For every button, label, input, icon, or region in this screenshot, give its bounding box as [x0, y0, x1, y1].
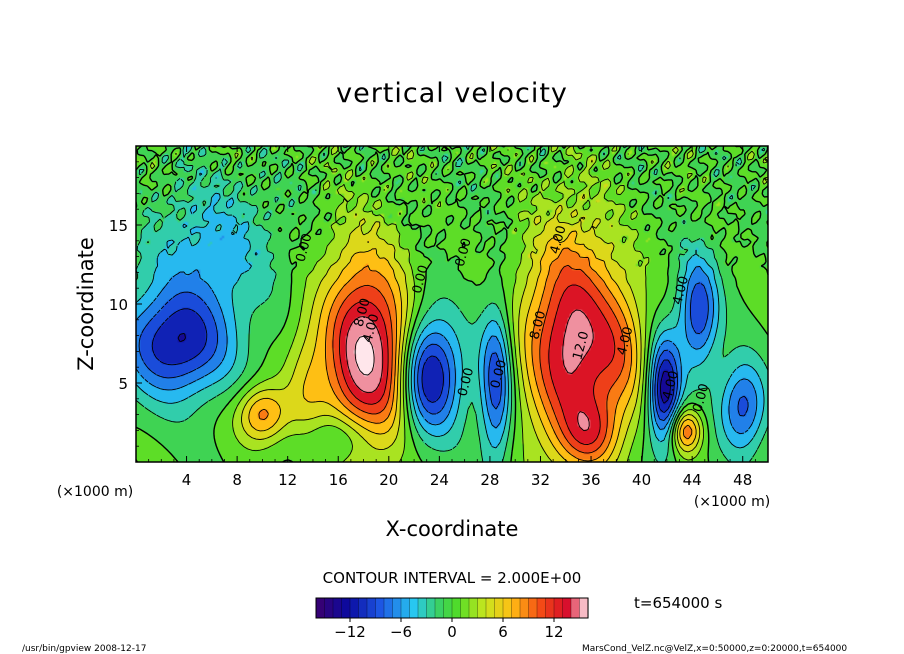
colorbar-tick-label: 0: [447, 623, 457, 641]
contour-line: [338, 284, 616, 445]
contour-line: [177, 333, 671, 404]
time-text: t=654000 s: [634, 594, 722, 612]
colorbar-cell: [494, 597, 504, 619]
x-tick-label: 28: [480, 471, 499, 489]
contour-label: 0.00: [488, 358, 510, 390]
x-unit-left: (×1000 m): [57, 484, 133, 500]
contour-label: 4.00: [660, 369, 682, 401]
footer-right: MarsCond_VelZ.nc@VelZ,x=0:50000,z=0:2000…: [582, 644, 847, 654]
chart-title: vertical velocity: [336, 78, 568, 109]
contour-label: 0.00: [294, 232, 316, 264]
contour-label: 0.00: [690, 382, 712, 414]
x-tick-label: 24: [430, 471, 449, 489]
x-tick-label: 40: [632, 471, 651, 489]
colorbar-cell: [502, 597, 513, 619]
colorbar-cell: [366, 597, 377, 619]
contour-line: [332, 264, 626, 454]
colorbar-cell: [451, 597, 462, 619]
colorbar-cell: [511, 597, 521, 619]
colorbar-cell: [579, 597, 589, 619]
y-axis-label: Z-coordinate: [74, 237, 98, 371]
colorbar-tick-label: 12: [544, 623, 563, 641]
colorbar-cell: [562, 597, 572, 619]
x-axis: 4 8 12 16 20 24 28 32 36 40 44 48: [148, 146, 756, 489]
colorbar-cell: [545, 597, 555, 619]
x-tick-label: 20: [379, 471, 398, 489]
contour-label: 4.00: [670, 275, 692, 307]
y-tick-label: 5: [118, 375, 128, 393]
contour-label: 0.00: [453, 237, 475, 269]
colorbar-cell: [417, 597, 428, 619]
y-axis: 5 10 15: [109, 161, 142, 447]
x-tick-label: 36: [581, 471, 600, 489]
colorbar-cell: [349, 597, 360, 619]
x-tick-label: 12: [278, 471, 297, 489]
colorbar-cell: [375, 597, 385, 619]
x-tick-label: 48: [733, 471, 752, 489]
colorbar-tick-label: −6: [390, 623, 412, 641]
contour-label: 4.00: [361, 312, 383, 344]
colorbar-cell: [443, 597, 453, 619]
colorbar-cell: [341, 597, 351, 619]
x-unit-right: (×1000 m): [694, 494, 770, 510]
contour-label: 0.00: [455, 366, 477, 398]
colorbar-cell: [485, 597, 496, 619]
colorbar-cell: [434, 597, 445, 619]
colorbar-cell: [426, 597, 436, 619]
colorbar-cell: [324, 597, 334, 619]
contour-labels: 0.000.000.004.008.000.00 0.004.008.0012.0…: [294, 224, 713, 414]
colorbar-cell: [409, 597, 419, 619]
contour-line: [135, 266, 758, 435]
colorbar-cell: [528, 597, 538, 619]
colorbar-cell: [400, 597, 411, 619]
x-tick-label: 8: [232, 471, 242, 489]
contour-line: [345, 309, 594, 432]
colorbar-cell: [536, 597, 547, 619]
contour-line: [135, 145, 769, 463]
colorbar-tick-label: −12: [334, 623, 366, 641]
contour-label: 8.00: [352, 297, 374, 329]
colorbar-cell: [468, 597, 479, 619]
contour-label: 4.00: [548, 224, 570, 256]
footer-left: /usr/bin/gpview 2008-12-17: [22, 644, 146, 654]
contour-line: [248, 230, 697, 463]
contour-label: 12.0: [570, 330, 592, 362]
contour-line: [135, 172, 765, 449]
colorbar-cell: [358, 597, 368, 619]
y-tick-label: 10: [109, 296, 128, 314]
colorbar-cell: [460, 597, 470, 619]
contour-line: [241, 159, 701, 463]
colorbar-cell: [392, 597, 402, 619]
colorbar-cell: [315, 597, 326, 619]
colorbar-cell: [477, 597, 487, 619]
contour-line: [354, 335, 375, 376]
colorbar-cell: [553, 597, 564, 619]
contour-line: [258, 247, 693, 462]
plot-area: 0.000.000.004.008.000.00 0.004.008.0012.0…: [135, 145, 769, 463]
x-tick-label: 4: [182, 471, 192, 489]
contour-interval-text: CONTOUR INTERVAL = 2.000E+00: [323, 569, 582, 587]
colorbar-cell: [332, 597, 343, 619]
contour-line: [138, 282, 749, 422]
x-axis-label: X-coordinate: [386, 517, 519, 541]
colorbar-cell: [519, 597, 530, 619]
colorbar-cell: [383, 597, 394, 619]
colorbar-cell: [570, 597, 581, 619]
contour-label: 8.00: [527, 309, 549, 341]
x-tick-label: 32: [531, 471, 550, 489]
colorbar: −12 −6 0 6 12: [315, 597, 589, 641]
contour-line: [151, 308, 675, 414]
contour-label: 0.00: [410, 263, 432, 295]
x-tick-label: 16: [329, 471, 348, 489]
x-tick-label: 44: [683, 471, 702, 489]
colorbar-tick-label: 6: [498, 623, 508, 641]
contour-label: 4.00: [615, 325, 637, 357]
contour-lines: [135, 145, 769, 463]
y-tick-label: 15: [109, 217, 128, 235]
